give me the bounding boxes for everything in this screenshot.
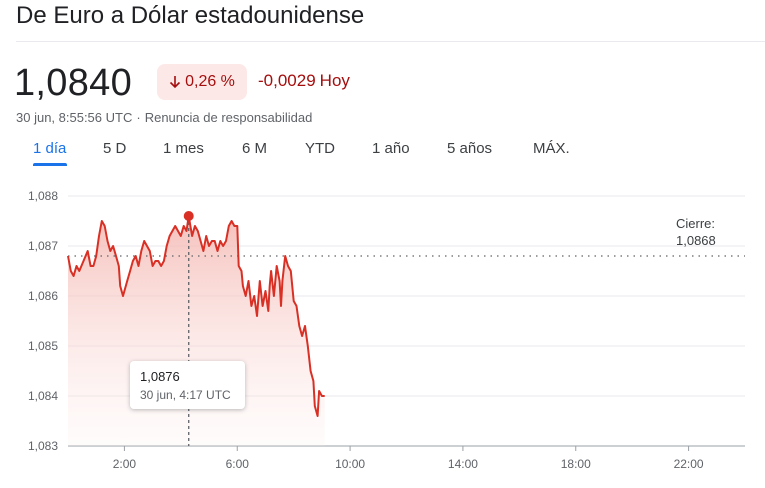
y-tick-label: 1,087 — [28, 239, 58, 253]
tab-5-days[interactable]: 5 D — [103, 140, 127, 157]
chart-tooltip: 1,0876 30 jun, 4:17 UTC — [130, 361, 245, 409]
page-title: De Euro a Dólar estadounidense — [16, 2, 365, 29]
tab-ytd[interactable]: YTD — [305, 140, 335, 157]
change-period: Hoy — [319, 71, 350, 90]
absolute-change-value: -0,0029 — [258, 71, 316, 90]
price-chart[interactable]: 1,088 1,087 1,086 1,085 1,084 1,083 2:00 6:00 10… — [0, 180, 765, 480]
price-area-fill — [68, 216, 325, 446]
tab-1-month[interactable]: 1 mes — [163, 140, 204, 157]
y-tick-label: 1,084 — [28, 389, 58, 403]
tab-1-day[interactable]: 1 día — [33, 140, 67, 157]
disclaimer-link[interactable]: Renuncia de responsabilidad — [144, 110, 313, 125]
hover-point — [183, 211, 194, 221]
x-tick-label: 6:00 — [226, 457, 250, 471]
quote-timestamp: 30 jun, 8:55:56 UTC — [16, 110, 133, 125]
percent-change-badge: 0,26 % — [157, 64, 247, 100]
price-series-line — [67, 215, 325, 417]
previous-close-value: 1,0868 — [676, 233, 716, 248]
y-tick-label: 1,085 — [28, 339, 58, 353]
tab-6-months[interactable]: 6 M — [242, 140, 268, 157]
previous-close-label: Cierre: 1,0868 — [676, 215, 716, 249]
current-price: 1,0840 — [14, 62, 133, 104]
y-tick-label: 1,083 — [28, 439, 58, 453]
tooltip-value: 1,0876 — [140, 369, 180, 384]
tab-5-years[interactable]: 5 años — [447, 140, 493, 157]
x-tick-label: 18:00 — [561, 457, 591, 471]
percent-change-value: 0,26 % — [185, 73, 235, 90]
tab-max[interactable]: MÁX. — [533, 140, 570, 157]
x-tick-label: 14:00 — [448, 457, 478, 471]
y-tick-label: 1,086 — [28, 289, 58, 303]
absolute-change: -0,0029 Hoy — [258, 71, 350, 91]
x-tick-label: 10:00 — [335, 457, 365, 471]
active-tab-indicator — [33, 163, 67, 166]
quote-timestamp-row: 30 jun, 8:55:56 UTC · Renuncia de responsa… — [16, 110, 312, 125]
x-tick-label: 22:00 — [674, 457, 704, 471]
x-tick-label: 2:00 — [113, 457, 137, 471]
previous-close-title: Cierre: — [676, 216, 716, 231]
tooltip-time: 30 jun, 4:17 UTC — [140, 388, 231, 402]
y-tick-label: 1,088 — [28, 189, 58, 203]
separator-dot: · — [136, 110, 141, 125]
header-divider — [16, 41, 765, 42]
arrow-down-icon — [170, 76, 181, 89]
tab-1-year[interactable]: 1 año — [372, 140, 410, 157]
